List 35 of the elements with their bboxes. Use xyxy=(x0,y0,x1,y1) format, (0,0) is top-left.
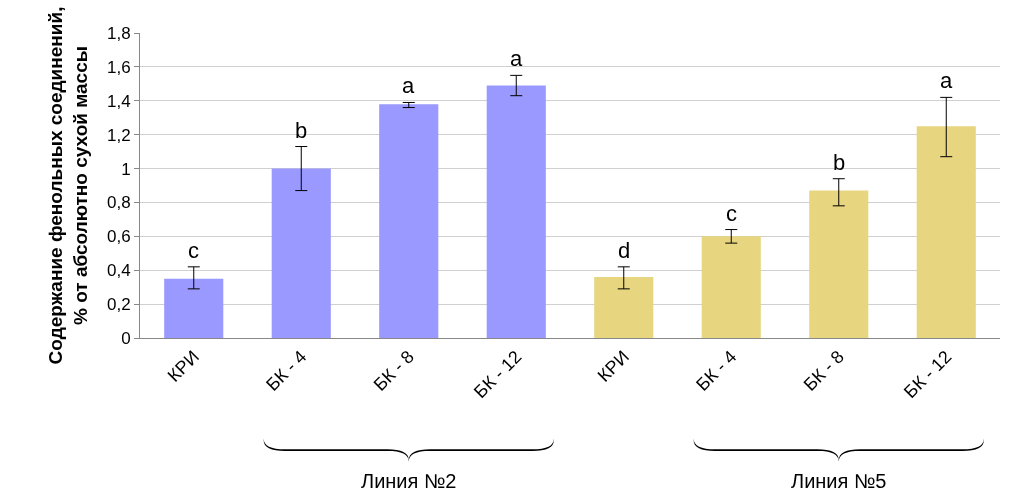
bar xyxy=(594,277,654,338)
data-label: a xyxy=(940,68,953,93)
bar xyxy=(486,85,546,338)
text: Линия №5 xyxy=(791,470,887,492)
x-tick-label: БК - 12 xyxy=(900,346,956,403)
y-tick-label: 1,4 xyxy=(106,91,131,111)
bar xyxy=(271,168,331,338)
y-tick-label: 0,4 xyxy=(106,261,131,281)
x-tick-label: БК - 8 xyxy=(369,346,418,395)
y-tick-label: 1 xyxy=(121,159,131,179)
bar xyxy=(809,190,869,338)
y-tick-label: 0,2 xyxy=(106,295,131,315)
data-label: b xyxy=(295,118,308,143)
data-label: c xyxy=(188,238,199,263)
data-label: c xyxy=(726,201,737,226)
bar xyxy=(379,104,439,338)
bar xyxy=(164,278,224,338)
y-tick-label: 1,2 xyxy=(106,125,131,145)
data-label: b xyxy=(833,150,846,175)
y-tick-label: 0,8 xyxy=(106,193,131,213)
y-tick-label: 1,6 xyxy=(106,57,131,77)
bar xyxy=(916,126,976,338)
y-tick-label: 0 xyxy=(121,328,131,348)
x-tick-label: БК - 12 xyxy=(470,346,526,403)
data-label: d xyxy=(618,238,631,263)
x-tick-label: БК - 4 xyxy=(692,346,741,395)
y-tick-label: 0,6 xyxy=(106,227,131,247)
text: Линия №2 xyxy=(361,470,457,492)
data-label: a xyxy=(510,46,523,71)
y-axis-title: Содержание фенольных соединений, % от абсолютно сухой массы xyxy=(45,6,91,365)
data-label: a xyxy=(402,73,415,98)
y-tick-label: 1,8 xyxy=(106,23,131,43)
x-tick-label: БК - 4 xyxy=(262,346,311,395)
bar xyxy=(701,236,761,338)
x-tick-label: БК - 8 xyxy=(799,346,848,395)
